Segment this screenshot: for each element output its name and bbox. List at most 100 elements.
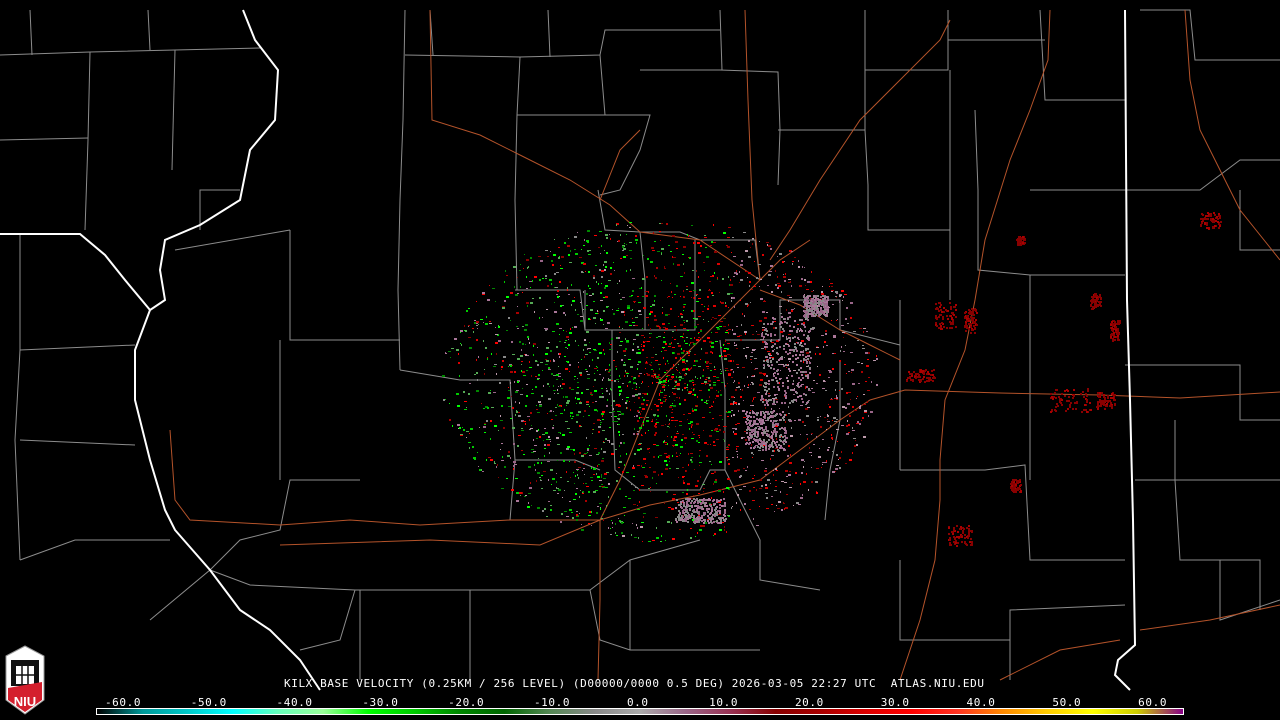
- echo-pixel: [970, 538, 972, 540]
- echo-pixel: [532, 389, 533, 390]
- echo-pixel: [1015, 479, 1017, 481]
- echo-pixel: [861, 363, 863, 364]
- echo-pixel: [731, 507, 732, 509]
- echo-pixel: [733, 276, 735, 277]
- echo-pixel: [593, 423, 595, 424]
- echo-pixel: [508, 317, 510, 319]
- echo-pixel: [548, 479, 549, 481]
- echo-pixel: [909, 376, 911, 378]
- echo-pixel: [625, 321, 628, 323]
- echo-pixel: [680, 446, 683, 448]
- county-boundary: [719, 9, 723, 71]
- echo-pixel: [634, 428, 635, 430]
- echo-pixel: [863, 404, 866, 405]
- echo-pixel: [557, 389, 558, 391]
- echo-pixel: [499, 382, 501, 384]
- echo-pixel: [1086, 411, 1088, 413]
- echo-pixel: [639, 407, 641, 408]
- echo-pixel: [574, 379, 575, 380]
- echo-pixel: [683, 304, 684, 305]
- echo-pixel: [787, 455, 789, 457]
- echo-pixel: [802, 494, 803, 496]
- echo-pixel: [662, 307, 663, 308]
- echo-pixel: [725, 518, 727, 520]
- echo-pixel: [809, 362, 811, 364]
- echo-pixel: [655, 354, 657, 355]
- echo-pixel: [679, 397, 680, 399]
- echo-pixel: [633, 476, 635, 477]
- echo-pixel: [637, 410, 639, 412]
- echo-pixel: [703, 488, 705, 489]
- echo-pixel: [801, 340, 804, 342]
- echo-pixel: [711, 292, 713, 294]
- echo-pixel: [658, 382, 661, 384]
- echo-pixel: [496, 466, 497, 468]
- echo-pixel: [662, 323, 665, 325]
- echo-pixel: [595, 323, 596, 324]
- echo-pixel: [962, 532, 964, 534]
- echo-pixel: [714, 471, 716, 473]
- echo-pixel: [767, 435, 769, 437]
- echo-pixel: [534, 311, 535, 313]
- echo-pixel: [787, 344, 789, 345]
- echo-pixel: [792, 261, 794, 262]
- echo-pixel: [809, 361, 810, 362]
- echo-pixel: [706, 361, 709, 363]
- echo-pixel: [771, 408, 772, 410]
- echo-pixel: [575, 475, 576, 477]
- county-boundary: [299, 589, 356, 651]
- echo-pixel: [583, 483, 584, 484]
- highway: [429, 9, 761, 281]
- echo-pixel: [666, 456, 669, 458]
- echo-pixel: [767, 244, 768, 246]
- echo-pixel: [706, 366, 709, 367]
- echo-pixel: [871, 381, 872, 383]
- echo-pixel: [627, 305, 630, 307]
- echo-pixel: [1092, 308, 1094, 310]
- echo-pixel: [698, 332, 700, 333]
- echo-pixel: [558, 247, 560, 248]
- echo-pixel: [689, 428, 690, 430]
- echo-pixel: [513, 465, 515, 467]
- echo-pixel: [637, 527, 638, 529]
- echo-pixel: [642, 278, 645, 280]
- echo-pixel: [522, 326, 524, 327]
- echo-pixel: [635, 394, 638, 396]
- echo-pixel: [483, 322, 484, 323]
- echo-pixel: [617, 404, 620, 406]
- echo-pixel: [531, 393, 534, 394]
- echo-pixel: [584, 339, 586, 341]
- echo-pixel: [672, 538, 675, 540]
- echo-pixel: [570, 477, 571, 478]
- echo-pixel: [805, 374, 808, 375]
- echo-pixel: [645, 295, 648, 297]
- echo-pixel: [763, 338, 764, 340]
- echo-pixel: [955, 540, 957, 542]
- echo-pixel: [932, 380, 934, 382]
- echo-pixel: [950, 323, 952, 325]
- echo-pixel: [601, 476, 602, 478]
- echo-pixel: [807, 315, 809, 317]
- echo-pixel: [633, 339, 636, 340]
- echo-pixel: [756, 414, 758, 416]
- echo-pixel: [733, 382, 734, 383]
- echo-pixel: [786, 494, 788, 495]
- echo-pixel: [642, 408, 645, 410]
- echo-pixel: [677, 431, 678, 432]
- echo-pixel: [760, 421, 762, 423]
- echo-pixel: [789, 352, 791, 354]
- echo-pixel: [568, 344, 570, 346]
- echo-pixel: [1214, 225, 1216, 227]
- county-boundary: [1174, 420, 1280, 481]
- echo-pixel: [686, 515, 688, 517]
- echo-pixel: [787, 295, 790, 296]
- echo-pixel: [689, 351, 691, 352]
- echo-pixel: [526, 276, 527, 278]
- echo-pixel: [630, 258, 632, 259]
- echo-pixel: [519, 492, 522, 494]
- echo-pixel: [827, 414, 828, 415]
- state-border-iowa-missouri: [0, 233, 151, 311]
- echo-pixel: [609, 369, 611, 371]
- echo-pixel: [730, 284, 733, 286]
- echo-pixel: [566, 405, 567, 406]
